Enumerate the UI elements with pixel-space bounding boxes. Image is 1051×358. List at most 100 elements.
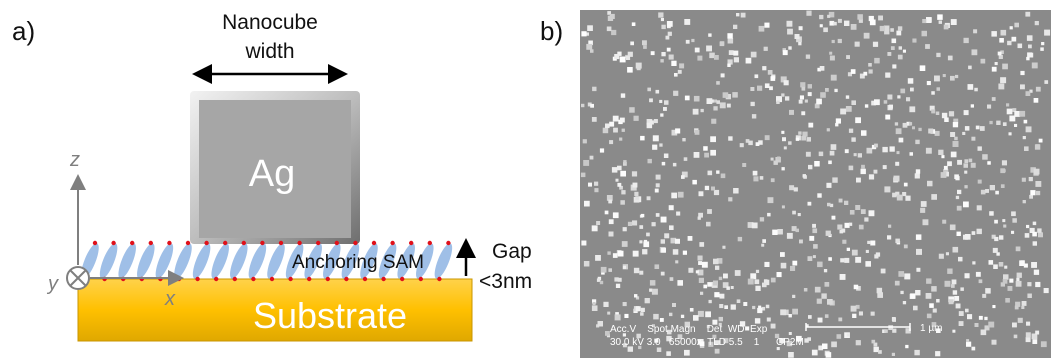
sem-nanocube <box>859 225 864 230</box>
sem-nanocube <box>885 115 890 120</box>
sem-nanocube <box>666 36 670 40</box>
sem-nanocube <box>715 349 720 354</box>
sem-nanocube <box>998 52 1002 56</box>
sem-nanocube <box>863 72 867 76</box>
sem-nanocube <box>844 258 849 263</box>
sem-nanocube <box>673 163 677 167</box>
sem-nanocube <box>977 229 982 234</box>
sem-nanocube <box>713 259 719 265</box>
sem-nanocube <box>764 47 768 51</box>
sem-nanocube <box>939 254 944 259</box>
sem-nanocube <box>760 176 764 180</box>
sem-nanocube <box>746 58 752 64</box>
sem-nanocube <box>798 131 801 134</box>
sem-nanocube <box>897 95 900 98</box>
sem-nanocube <box>795 34 800 39</box>
sem-nanocube <box>954 296 959 301</box>
sem-nanocube <box>931 109 935 113</box>
sem-nanocube <box>661 18 664 21</box>
sem-nanocube <box>1036 87 1041 92</box>
sem-nanocube <box>933 309 937 313</box>
sem-nanocube <box>812 224 816 228</box>
sem-nanocube <box>735 270 741 276</box>
sem-nanocube <box>592 117 597 122</box>
sem-nanocube <box>1018 318 1023 323</box>
sem-nanocube <box>698 256 703 261</box>
sem-nanocube <box>861 130 867 136</box>
sem-nanocube <box>716 81 720 85</box>
sem-nanocube <box>864 217 868 221</box>
sem-nanocube <box>661 272 665 276</box>
sem-nanocube <box>1005 298 1010 303</box>
sem-nanocube <box>774 161 778 165</box>
sem-nanocube <box>837 334 842 339</box>
sam-head-group <box>297 241 301 245</box>
sam-head-group <box>186 241 190 245</box>
sem-nanocube <box>728 38 734 44</box>
sem-nanocube <box>1028 45 1032 49</box>
sam-molecule <box>431 241 455 280</box>
sem-nanocube <box>1027 294 1032 299</box>
sem-nanocube <box>1026 57 1029 60</box>
sem-nanocube <box>727 33 732 38</box>
sem-nanocube <box>771 178 775 182</box>
sem-nanocube <box>891 46 895 50</box>
sem-nanocube <box>922 19 926 23</box>
sem-nanocube <box>874 144 878 148</box>
sem-nanocube <box>1038 232 1043 237</box>
sem-nanocube <box>992 305 995 308</box>
sem-nanocube <box>711 187 715 191</box>
sem-nanocube <box>847 248 850 251</box>
sem-nanocube <box>613 128 618 133</box>
sem-nanocube <box>664 233 669 238</box>
sem-nanocube <box>855 42 860 47</box>
sem-nanocube <box>895 239 900 244</box>
sem-nanocube <box>1019 260 1025 266</box>
sem-nanocube <box>938 150 943 155</box>
sem-nanocube <box>877 288 883 294</box>
sem-nanocube <box>583 139 587 143</box>
sem-nanocube <box>809 236 814 241</box>
sem-nanocube <box>801 136 806 141</box>
sem-nanocube <box>846 55 850 59</box>
sem-nanocube <box>728 197 732 201</box>
sem-nanocube <box>1026 322 1030 326</box>
sem-nanocube <box>851 69 856 74</box>
sem-nanocube <box>621 190 625 194</box>
sem-nanocube <box>766 305 770 309</box>
sem-nanocube <box>851 100 856 105</box>
sem-nanocube <box>678 192 684 198</box>
sem-nanocube <box>603 128 609 134</box>
sem-nanocube <box>971 137 975 141</box>
sem-nanocube <box>653 135 659 141</box>
sem-nanocube <box>742 163 746 167</box>
sem-nanocube <box>664 100 669 105</box>
sam-anchor-group <box>381 277 385 281</box>
sem-nanocube <box>905 196 910 201</box>
sem-nanocube <box>614 54 619 59</box>
sem-nanocube <box>771 76 776 81</box>
sem-nanocube <box>903 50 906 53</box>
sem-nanocube <box>771 324 776 329</box>
sem-nanocube <box>890 146 895 151</box>
sem-nanocube <box>714 190 719 195</box>
sem-nanocube <box>927 181 933 187</box>
sem-nanocube <box>1023 136 1026 139</box>
sem-nanocube <box>989 121 992 124</box>
sem-nanocube <box>953 141 959 147</box>
sem-nanocube <box>652 289 658 295</box>
sem-nanocube <box>950 76 955 81</box>
sem-nanocube <box>912 126 915 129</box>
sem-nanocube <box>959 321 964 326</box>
sem-nanocube <box>889 105 893 109</box>
sem-nanocube <box>670 277 674 281</box>
sem-nanocube <box>852 250 858 256</box>
sem-nanocube <box>643 45 647 49</box>
sem-nanocube <box>1011 211 1016 216</box>
sem-nanocube <box>765 83 770 88</box>
sem-nanocube <box>607 27 612 32</box>
sam-head-group <box>111 241 115 245</box>
sem-nanocube <box>1004 266 1007 269</box>
sem-nanocube <box>905 345 908 348</box>
sem-nanocube <box>1002 64 1008 70</box>
